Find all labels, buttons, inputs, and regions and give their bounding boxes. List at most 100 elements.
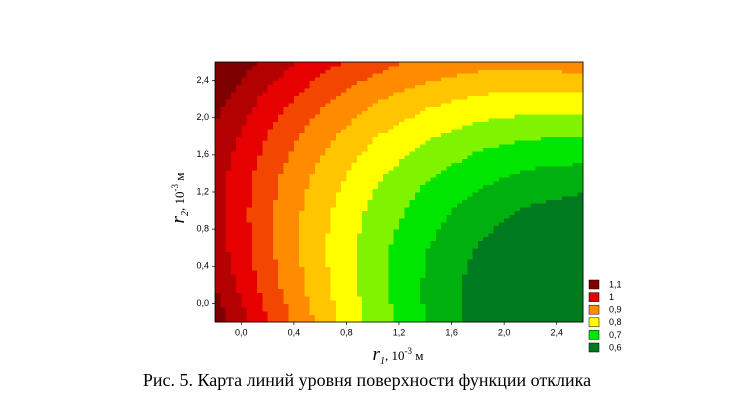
- contour-cell: [414, 128, 421, 134]
- contour-cell: [372, 91, 379, 97]
- contour-cell: [230, 106, 237, 111]
- contour-cell: [278, 292, 284, 297]
- contour-cell: [556, 266, 563, 271]
- contour-cell: [577, 110, 584, 115]
- contour-cell: [441, 121, 447, 126]
- contour-cell: [335, 173, 342, 178]
- contour-cell: [467, 236, 474, 241]
- contour-cell: [304, 62, 311, 67]
- contour-cell: [246, 277, 253, 282]
- contour-cell: [546, 284, 553, 290]
- contour-cell: [372, 288, 379, 293]
- contour-cell: [435, 281, 442, 286]
- contour-cell: [346, 166, 353, 171]
- contour-cell: [288, 114, 295, 119]
- contour-cell: [498, 195, 505, 201]
- contour-cell: [404, 232, 411, 238]
- contour-cell: [325, 318, 332, 323]
- contour-cell: [546, 128, 553, 134]
- contour-cell: [404, 244, 411, 249]
- contour-cell: [530, 292, 537, 297]
- contour-cell: [498, 65, 505, 71]
- contour-cell: [446, 240, 453, 245]
- contour-cell: [241, 244, 248, 249]
- contour-cell: [388, 166, 395, 171]
- contour-cell: [498, 232, 505, 238]
- contour-cell: [377, 180, 384, 186]
- contour-cell: [514, 99, 521, 104]
- contour-cell: [425, 214, 432, 219]
- contour-cell: [441, 314, 447, 319]
- contour-cell: [335, 236, 342, 241]
- contour-cell: [320, 143, 326, 149]
- contour-cell: [477, 303, 484, 308]
- contour-cell: [383, 303, 390, 308]
- contour-cell: [262, 102, 269, 108]
- contour-cell: [420, 303, 426, 308]
- contour-cell: [504, 128, 510, 134]
- contour-cell: [304, 151, 311, 156]
- contour-cell: [335, 69, 342, 74]
- contour-cell: [246, 117, 253, 123]
- contour-cell: [372, 106, 379, 111]
- contour-cell: [525, 199, 532, 204]
- contour-cell: [456, 180, 463, 186]
- contour-cell: [498, 95, 505, 100]
- contour-cell: [530, 225, 537, 230]
- contour-cell: [377, 151, 384, 156]
- contour-cell: [314, 307, 321, 312]
- contour-cell: [483, 203, 489, 208]
- contour-cell: [535, 62, 542, 67]
- contour-cell: [257, 210, 263, 215]
- contour-cell: [462, 195, 468, 201]
- contour-cell: [262, 151, 269, 156]
- contour-cell: [409, 262, 416, 267]
- contour-cell: [483, 117, 489, 123]
- contour-cell: [262, 173, 269, 178]
- contour-cell: [293, 273, 300, 279]
- contour-cell: [493, 310, 500, 316]
- contour-cell: [236, 88, 242, 93]
- contour-cell: [498, 273, 505, 279]
- contour-cell: [425, 262, 432, 267]
- contour-cell: [220, 247, 227, 253]
- contour-cell: [272, 255, 279, 260]
- contour-cell: [441, 247, 447, 253]
- contour-cell: [483, 221, 489, 227]
- contour-cell: [388, 76, 395, 82]
- contour-cell: [215, 199, 221, 204]
- contour-cell: [325, 80, 332, 85]
- contour-cell: [498, 143, 505, 149]
- contour-cell: [246, 303, 253, 308]
- contour-cell: [467, 143, 474, 149]
- contour-cell: [225, 303, 232, 308]
- contour-cell: [372, 177, 379, 182]
- contour-cell: [230, 73, 237, 78]
- contour-cell: [446, 232, 453, 238]
- contour-cell: [367, 203, 374, 208]
- contour-cell: [472, 62, 479, 67]
- contour-cell: [404, 136, 411, 141]
- contour-cell: [288, 151, 295, 156]
- contour-cell: [362, 158, 369, 163]
- figure-caption: Рис. 5. Карта линий уровня поверхности ф…: [143, 370, 591, 390]
- contour-cell: [262, 166, 269, 171]
- contour-cell: [225, 102, 232, 108]
- contour-cell: [346, 236, 353, 241]
- contour-cell: [288, 225, 295, 230]
- contour-cell: [283, 121, 290, 126]
- contour-cell: [477, 162, 484, 167]
- contour-cell: [283, 284, 290, 290]
- contour-cell: [425, 91, 432, 97]
- contour-cell: [441, 117, 447, 123]
- contour-cell: [304, 169, 311, 175]
- contour-cell: [388, 284, 395, 290]
- contour-cell: [257, 110, 263, 115]
- contour-cell: [320, 258, 326, 264]
- contour-cell: [320, 117, 326, 123]
- contour-cell: [246, 106, 253, 111]
- contour-cell: [572, 128, 579, 134]
- contour-cell: [535, 296, 542, 301]
- contour-cell: [467, 240, 474, 245]
- contour-cell: [236, 288, 242, 293]
